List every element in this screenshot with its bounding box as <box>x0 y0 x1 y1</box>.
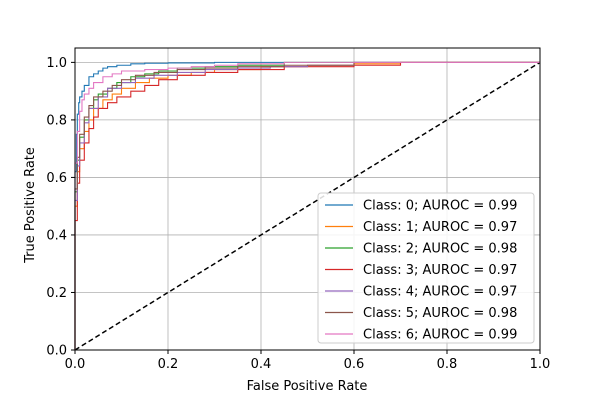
x-axis-title: False Positive Rate <box>247 379 368 394</box>
legend-label: Class: 4; AUROC = 0.97 <box>363 285 517 300</box>
y-tick-label: 1.0 <box>46 56 67 71</box>
legend: Class: 0; AUROC = 0.99 Class: 1; AUROC = … <box>317 192 535 344</box>
x-tick-label: 0.8 <box>437 357 458 372</box>
y-tick-label: 0.0 <box>46 344 67 359</box>
series-line-class-0 <box>74 61 540 350</box>
series-line-class-3 <box>74 61 540 350</box>
legend-label: Class: 6; AUROC = 0.99 <box>363 328 517 343</box>
y-tick-label: 0.4 <box>46 228 67 243</box>
legend-label: Class: 1; AUROC = 0.97 <box>363 220 517 235</box>
plot-frame <box>74 47 541 351</box>
x-tick-label: 0.6 <box>344 357 365 372</box>
y-tick-label: 0.8 <box>46 113 67 128</box>
reference-diagonal-line <box>74 61 541 351</box>
x-tick-label: 1.0 <box>530 357 551 372</box>
legend-label: Class: 0; AUROC = 0.99 <box>363 199 517 214</box>
legend-box <box>317 192 535 344</box>
y-tick-label: 0.2 <box>46 286 67 301</box>
legend-label: Class: 3; AUROC = 0.97 <box>363 263 517 278</box>
x-tick-label: 0.4 <box>251 357 272 372</box>
reference-diagonal <box>74 61 541 351</box>
y-axis-title: True Positive Rate <box>23 147 38 264</box>
series-group <box>74 61 540 350</box>
axes: 0.0 0.2 0.4 0.6 0.8 1.0 0.0 0.2 0.4 0.6 0.8 1.0 <box>46 47 551 372</box>
legend-label: Class: 2; AUROC = 0.98 <box>363 242 517 257</box>
x-tick-label: 0.2 <box>158 357 179 372</box>
series-line-class-5 <box>74 61 540 350</box>
legend-label: Class: 5; AUROC = 0.98 <box>363 306 517 321</box>
y-tick-label: 0.6 <box>46 171 67 186</box>
x-tick-label: 0.0 <box>65 357 86 372</box>
series-line-class-6 <box>74 61 540 350</box>
